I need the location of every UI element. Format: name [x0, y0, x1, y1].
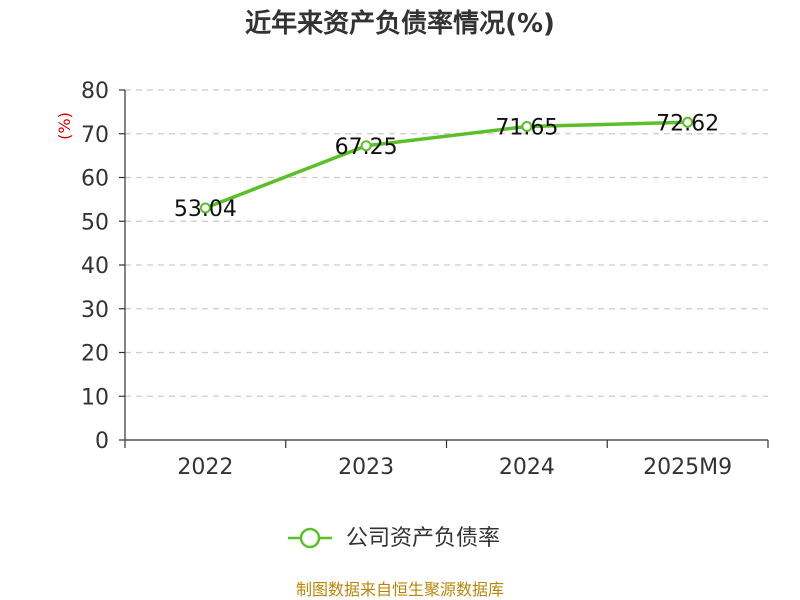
- x-tick-label: 2023: [338, 455, 394, 480]
- y-tick-label: 40: [81, 254, 109, 279]
- y-tick-label: 30: [81, 298, 109, 323]
- y-tick-label: 60: [81, 167, 109, 192]
- data-label: 53.04: [174, 197, 237, 222]
- data-point[interactable]: [360, 140, 372, 152]
- legend-label: 公司资产负债率: [346, 526, 500, 551]
- y-tick-label: 0: [95, 429, 109, 454]
- y-tick-label: 80: [81, 79, 109, 104]
- data-point[interactable]: [521, 121, 533, 133]
- x-tick-label: 2025M9: [643, 455, 732, 480]
- data-label: 67.25: [335, 135, 398, 160]
- x-axis: 2022 2023 2024 2025M9: [124, 439, 769, 480]
- source-footer: 制图数据来自恒生聚源数据库: [296, 580, 504, 599]
- y-tick-label: 20: [81, 342, 109, 367]
- x-tick-label: 2024: [499, 455, 555, 480]
- series-layer: [199, 116, 694, 214]
- y-axis-label: (%): [55, 112, 74, 140]
- y-tick-label: 70: [81, 123, 109, 148]
- data-label: 71.65: [495, 116, 558, 141]
- chart-title: 近年来资产负债率情况(%): [245, 8, 555, 39]
- legend[interactable]: 公司资产负债率: [288, 526, 500, 551]
- data-label: 72.62: [656, 111, 719, 136]
- y-tick-label: 50: [81, 210, 109, 235]
- data-labels: 53.04 67.25 71.65 72.62: [174, 111, 719, 222]
- series-line: [203, 120, 690, 210]
- data-point[interactable]: [682, 116, 694, 128]
- data-point[interactable]: [199, 202, 211, 214]
- grid-lines: [125, 89, 768, 397]
- y-axis: 0 10 20 30 40 50 60 70 80: [81, 79, 126, 454]
- y-tick-label: 10: [81, 385, 109, 410]
- x-tick-label: 2022: [177, 455, 233, 480]
- legend-marker-icon: [299, 527, 321, 549]
